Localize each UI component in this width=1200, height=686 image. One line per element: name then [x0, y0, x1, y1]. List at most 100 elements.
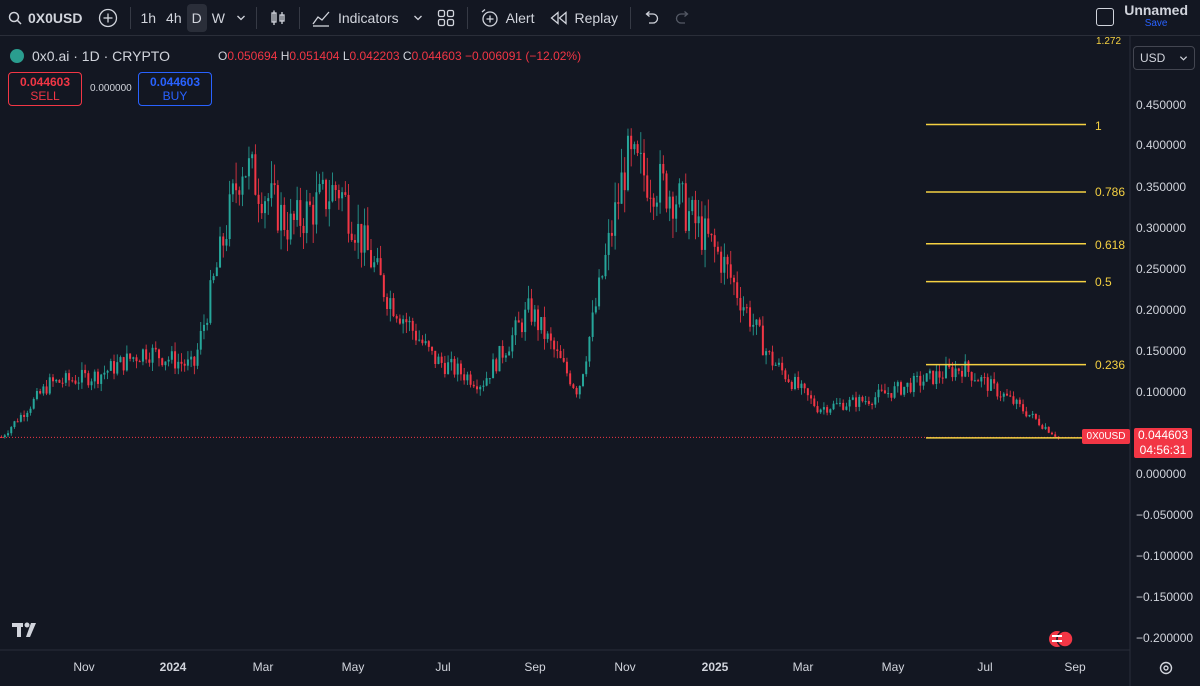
candle-body [315, 192, 318, 225]
indicators-button[interactable]: Indicators [304, 0, 407, 36]
candle-body [684, 183, 687, 231]
compare-button[interactable] [90, 0, 126, 36]
price-label: 0.450000 [1136, 98, 1187, 112]
candle-body [565, 361, 568, 374]
candle-body [610, 232, 613, 236]
candle-body [755, 319, 758, 325]
candle-body [549, 333, 552, 341]
candle-body [296, 200, 299, 220]
price-label: 0.250000 [1136, 262, 1187, 276]
candle-body [562, 358, 565, 362]
candle-body [447, 362, 450, 375]
candle-body [678, 183, 681, 205]
time-label: Nov [73, 660, 95, 674]
candle-body [777, 362, 780, 365]
candle-body [485, 378, 488, 386]
candle-body [29, 408, 32, 413]
replay-label: Replay [574, 9, 619, 26]
candle-body [938, 371, 941, 378]
candle-body [379, 258, 382, 276]
layout-name[interactable]: Unnamed Save [1096, 3, 1188, 30]
candle-body [52, 377, 54, 382]
candle-body [986, 377, 989, 391]
fib-top-partial: 1.272 [1096, 36, 1122, 47]
timeframe-4h[interactable]: 4h [166, 9, 182, 26]
tradingview-logo[interactable] [12, 622, 42, 643]
layouts-button[interactable] [429, 0, 463, 36]
gear-icon[interactable] [1158, 660, 1174, 676]
candle-body [662, 163, 665, 174]
candle-body [922, 381, 925, 386]
chart-type-button[interactable] [261, 0, 295, 36]
candle-body [206, 322, 209, 325]
undo-button[interactable] [635, 0, 667, 36]
candle-body [1006, 393, 1008, 396]
replay-button[interactable]: Replay [542, 0, 626, 36]
candle-body [174, 351, 177, 369]
candle-body [357, 223, 360, 243]
candle-body [794, 376, 796, 390]
save-link[interactable]: Save [1144, 18, 1168, 29]
symbol-label: 0X0USD [28, 9, 83, 26]
candle-body [784, 370, 787, 380]
candle-body [344, 192, 347, 195]
redo-button[interactable] [667, 0, 699, 36]
price-label: −0.050000 [1136, 508, 1194, 522]
price-chart[interactable] [0, 36, 1200, 686]
buy-button[interactable]: 0.044603 BUY [138, 72, 212, 106]
candle-body [1009, 395, 1012, 397]
candle-body [61, 382, 64, 384]
fib-label: 1 [1095, 119, 1102, 133]
candle-body [964, 361, 967, 377]
candle-body [970, 371, 973, 381]
candle-body [469, 374, 472, 385]
timeframe-dropdown[interactable] [230, 0, 252, 36]
candle-body [916, 375, 919, 377]
candle-body [386, 297, 389, 310]
candle-body [704, 218, 707, 250]
candle-body [1050, 432, 1053, 435]
indicators-dropdown[interactable] [407, 0, 429, 36]
time-label: May [341, 660, 365, 674]
timeframe-1h[interactable]: 1h [140, 9, 157, 26]
candle-body [517, 320, 520, 323]
us-flag-icon[interactable] [1048, 630, 1074, 648]
candle-body [235, 183, 238, 191]
time-label: 2025 [701, 660, 729, 674]
time-label: Mar [792, 660, 814, 674]
price-label: 0.000000 [1136, 467, 1187, 481]
candle-body [495, 359, 498, 372]
candle-body [116, 362, 119, 374]
candle-body [231, 183, 234, 195]
candle-body [0, 437, 3, 438]
candle-body [241, 176, 244, 195]
candle-body [392, 298, 395, 317]
time-label: Jul [977, 660, 993, 674]
candles-icon [271, 10, 285, 25]
candle-body [900, 382, 902, 395]
candle-body [270, 183, 273, 199]
candle-body [697, 216, 700, 224]
currency-select[interactable]: USD [1133, 46, 1195, 70]
candle-body [180, 361, 183, 364]
candle-body [527, 298, 530, 310]
candle-body [389, 298, 392, 310]
price-label: 0.300000 [1136, 221, 1187, 235]
candle-body [363, 225, 366, 253]
candle-body [989, 379, 992, 391]
candle-body [967, 361, 970, 372]
sell-button[interactable]: 0.044603 SELL [8, 72, 82, 106]
timeframe-w[interactable]: W [211, 9, 225, 26]
symbol-search[interactable]: 0X0USD [0, 0, 90, 36]
candle-body [202, 324, 205, 331]
candle-body [196, 349, 199, 366]
candle-body [732, 277, 735, 283]
alert-button[interactable]: Alert [472, 0, 543, 36]
candle-body [39, 391, 42, 394]
candle-body [623, 172, 626, 191]
timeframe-d[interactable]: D [186, 3, 207, 32]
candle-body [151, 347, 154, 363]
candle-body [999, 396, 1002, 398]
candle-body [957, 368, 960, 371]
checkbox-icon[interactable] [1096, 8, 1115, 26]
